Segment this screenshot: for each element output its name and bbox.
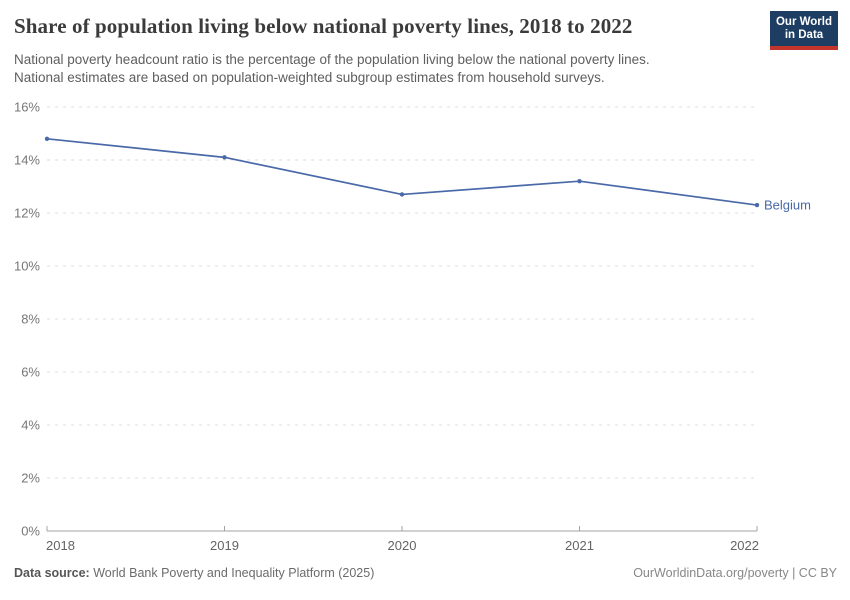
data-source-value: World Bank Poverty and Inequality Platfo…: [93, 566, 375, 580]
x-axis-tick-label: 2018: [46, 538, 75, 553]
y-axis-tick-label: 16%: [14, 100, 40, 115]
rights-note: OurWorldinData.org/poverty | CC BY: [633, 566, 837, 580]
data-point: [399, 192, 405, 197]
x-axis-tick-label: 2019: [210, 538, 239, 553]
data-point: [44, 136, 50, 141]
x-axis-tick-label: 2022: [730, 538, 759, 553]
logo-text-line-1: Our World: [775, 16, 832, 28]
series-end-label: Belgium: [764, 198, 811, 213]
chart-subtitle: National poverty headcount ratio is the …: [14, 51, 650, 87]
subtitle-line-2: National estimates are based on populati…: [14, 70, 605, 85]
rights-license: | CC BY: [788, 566, 837, 580]
subtitle-line-1: National poverty headcount ratio is the …: [14, 52, 650, 67]
logo-text-line-2: in Data: [784, 29, 824, 41]
chart-title: Share of population living below nationa…: [14, 14, 633, 38]
data-point: [577, 179, 582, 184]
y-axis-tick-label: 4%: [21, 418, 40, 433]
y-axis-tick-label: 14%: [14, 153, 40, 168]
owid-logo: Our World in Data: [770, 11, 838, 50]
data-point: [222, 155, 227, 160]
y-axis-tick-label: 10%: [14, 259, 40, 274]
y-axis-tick-label: 2%: [21, 471, 40, 486]
data-source-label: Data source:: [14, 566, 90, 580]
data-source: Data source: World Bank Poverty and Ineq…: [14, 566, 374, 580]
y-axis-tick-label: 6%: [21, 365, 40, 380]
y-axis-tick-label: 8%: [21, 312, 40, 327]
line-chart-canvas[interactable]: 0% 2% 4% 6% 8% 10% 12% 14% 16% 2018 2019 2020 2021 20…: [0, 100, 850, 560]
x-axis-tick-label: 2020: [388, 538, 417, 553]
y-axis-tick-label: 12%: [14, 206, 40, 221]
x-axis-tick-label: 2021: [565, 538, 594, 553]
rights-link[interactable]: OurWorldinData.org/poverty: [633, 566, 789, 580]
y-axis-tick-label: 0%: [21, 524, 40, 539]
data-point: [754, 202, 760, 208]
